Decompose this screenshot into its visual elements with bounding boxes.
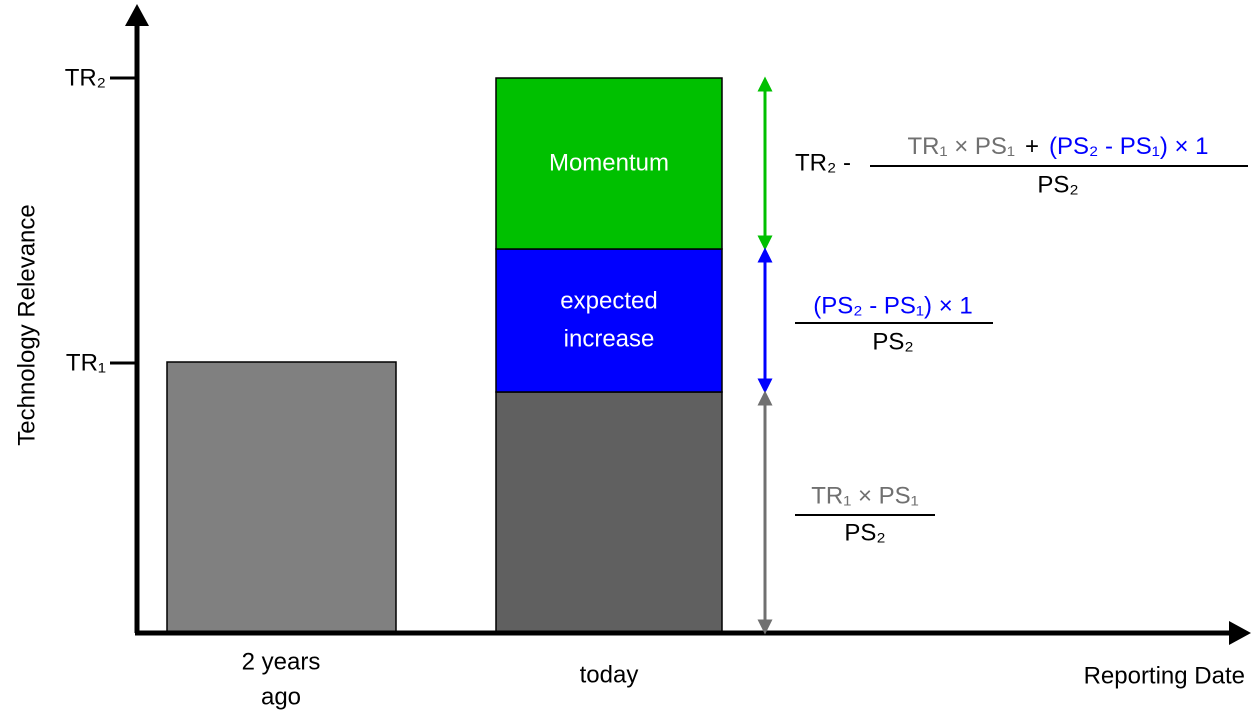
x-axis-arrow [1229, 621, 1251, 645]
y-tick-label: TR₂ [65, 64, 106, 91]
y-axis-arrow [125, 4, 149, 26]
formula-prefix: TR₂ - [795, 149, 851, 176]
segment-label: increase [564, 325, 655, 352]
segment-expected [495, 248, 723, 393]
formula-numerator: TR₁ × PS₁ + (PS₂ - PS₁) × 1 [907, 133, 1208, 160]
segment-label: expected [560, 287, 657, 314]
segment-base [495, 391, 723, 634]
x-label: 2 years [242, 648, 321, 675]
y-tick-label: TR₁ [66, 349, 106, 376]
term: (PS₂ - PS₁) × 1 [1049, 133, 1208, 160]
x-axis-label: Reporting Date [1084, 662, 1245, 689]
y-axis-label: Technology Relevance [13, 204, 40, 446]
formula-denominator: PS₂ [1037, 171, 1078, 198]
x-label: today [580, 661, 639, 688]
x-label: ago [261, 683, 301, 710]
formula-denominator: PS₂ [872, 328, 913, 355]
segment-momentum [495, 77, 723, 250]
formula-numerator: (PS₂ - PS₁) × 1 [813, 292, 972, 319]
segment-label: Momentum [549, 149, 669, 176]
formula-numerator: TR₁ × PS₁ [811, 482, 919, 509]
term: TR₁ × PS₁ [907, 133, 1015, 160]
formula-denominator: PS₂ [844, 519, 885, 546]
term: + [1025, 133, 1039, 160]
bar-past [166, 361, 397, 634]
